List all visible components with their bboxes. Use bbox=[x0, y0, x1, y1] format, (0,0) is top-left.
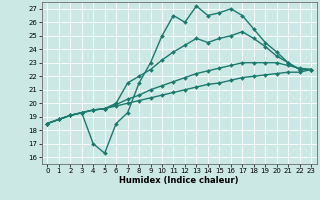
X-axis label: Humidex (Indice chaleur): Humidex (Indice chaleur) bbox=[119, 176, 239, 185]
